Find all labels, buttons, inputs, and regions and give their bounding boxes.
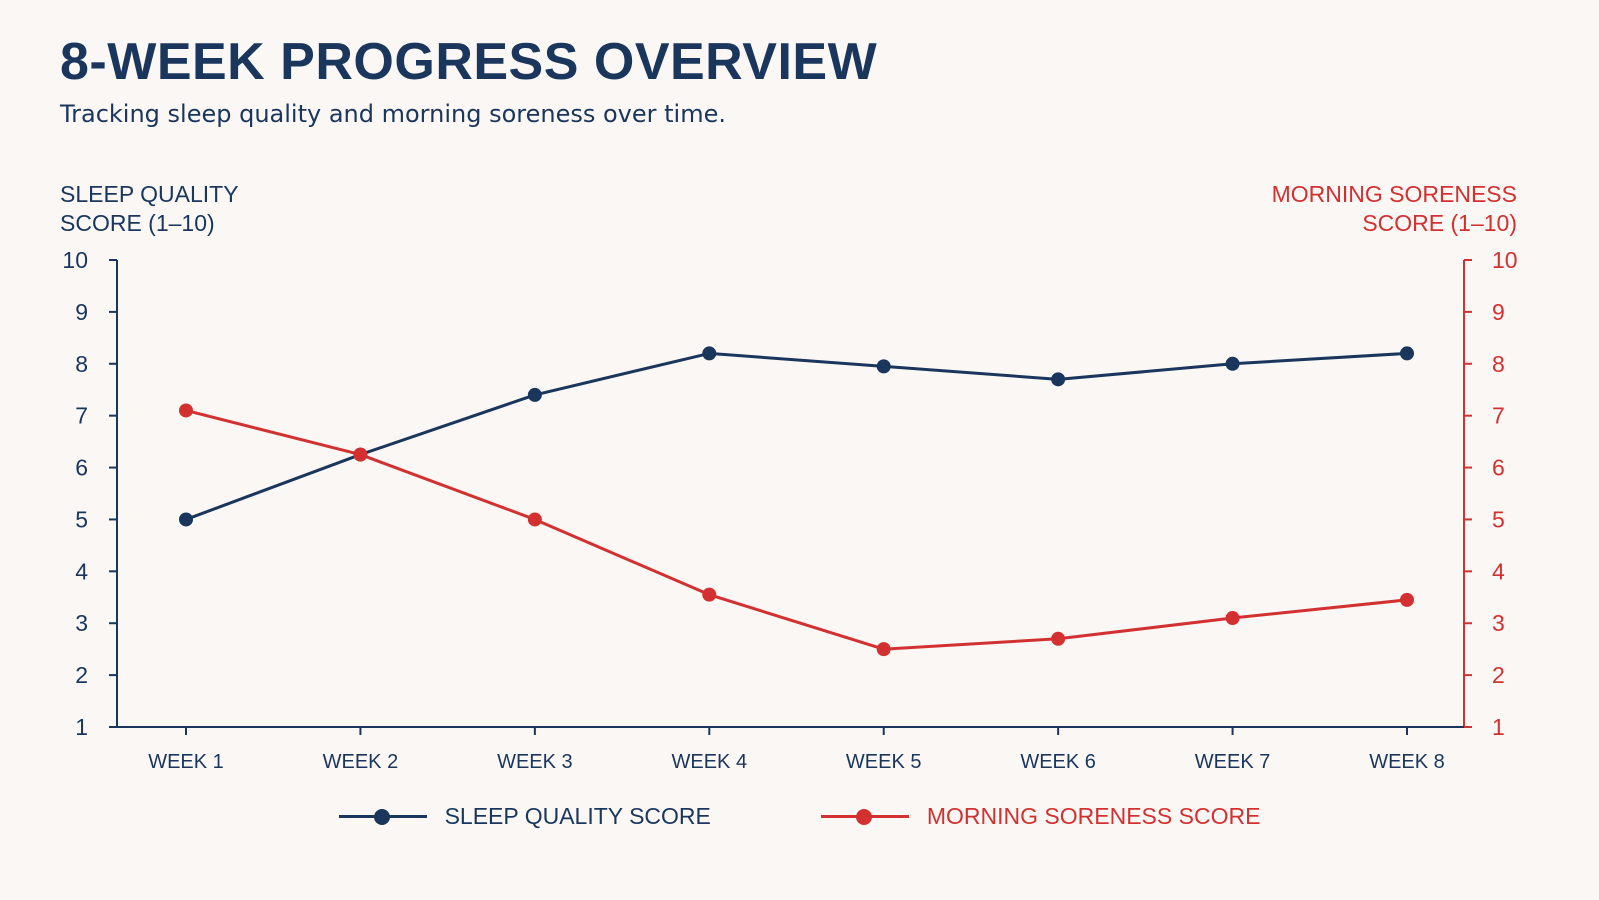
sleep-point-week-3 bbox=[527, 387, 542, 402]
soreness-point-week-1 bbox=[179, 403, 193, 418]
soreness-point-week-6 bbox=[1051, 631, 1066, 646]
left-axis-title-line-1: SLEEP QUALITY bbox=[60, 181, 239, 207]
soreness-series-line bbox=[185, 409, 1408, 651]
left-tick-label-9: 9 bbox=[75, 299, 88, 325]
legend-swatch-soreness bbox=[820, 808, 909, 825]
left-tick-label-6: 6 bbox=[75, 455, 88, 481]
left-tick-label-8: 8 bbox=[75, 351, 88, 377]
soreness-point-week-7 bbox=[1225, 611, 1240, 626]
right-tick-label-9: 9 bbox=[1492, 299, 1505, 325]
legend-label-sleep: SLEEP QUALITY SCORE bbox=[444, 803, 711, 829]
left-axis-title-line-2: SCORE (1–10) bbox=[60, 210, 215, 236]
sleep-point-week-4 bbox=[702, 346, 717, 361]
right-tick-label-5: 5 bbox=[1492, 506, 1505, 532]
soreness-point-week-8 bbox=[1400, 592, 1414, 607]
right-tick-label-4: 4 bbox=[1492, 558, 1505, 584]
x-tick-label-6: WEEK 6 bbox=[1020, 751, 1096, 773]
x-tick-label-3: WEEK 3 bbox=[497, 751, 573, 773]
chart-legend: SLEEP QUALITY SCORE MORNING SORENESS SCO… bbox=[0, 803, 1599, 830]
soreness-point-week-2 bbox=[353, 447, 368, 462]
right-tick-label-8: 8 bbox=[1492, 351, 1505, 377]
left-tick-label-1: 1 bbox=[75, 714, 88, 740]
right-tick-label-10: 10 bbox=[1492, 247, 1518, 273]
right-tick-label-2: 2 bbox=[1492, 662, 1505, 688]
left-tick-label-7: 7 bbox=[75, 403, 88, 429]
right-axis-title-line-2: SCORE (1–10) bbox=[1362, 210, 1517, 236]
left-axis-title: SLEEP QUALITY SCORE (1–10) bbox=[60, 180, 239, 238]
left-tick-label-5: 5 bbox=[75, 506, 88, 532]
left-tick-label-10: 10 bbox=[62, 247, 88, 273]
x-tick-label-2: WEEK 2 bbox=[323, 751, 399, 773]
right-tick-label-3: 3 bbox=[1492, 610, 1505, 636]
x-tick-label-1: WEEK 1 bbox=[148, 751, 224, 773]
legend-item-soreness: MORNING SORENESS SCORE bbox=[820, 803, 1261, 830]
sleep-point-week-1 bbox=[179, 512, 193, 527]
sleep-point-week-5 bbox=[876, 359, 891, 374]
sleep-point-week-8 bbox=[1400, 346, 1414, 361]
x-tick-label-4: WEEK 4 bbox=[671, 751, 747, 773]
x-tick-label-8: WEEK 8 bbox=[1369, 751, 1445, 773]
legend-item-sleep: SLEEP QUALITY SCORE bbox=[338, 803, 711, 830]
right-axis-title: MORNING SORENESS SCORE (1–10) bbox=[1272, 180, 1517, 238]
right-axis-title-line-1: MORNING SORENESS bbox=[1271, 181, 1517, 207]
x-tick-label-7: WEEK 7 bbox=[1195, 751, 1271, 773]
right-tick-label-1: 1 bbox=[1492, 714, 1505, 740]
page-title: 8-WEEK PROGRESS OVERVIEW bbox=[60, 33, 878, 91]
soreness-point-week-4 bbox=[702, 587, 717, 602]
x-tick-label-5: WEEK 5 bbox=[846, 751, 922, 773]
legend-label-soreness: MORNING SORENESS SCORE bbox=[926, 803, 1261, 829]
soreness-point-week-5 bbox=[876, 642, 891, 657]
sleep-point-week-7 bbox=[1225, 356, 1240, 371]
page-subtitle: Tracking sleep quality and morning soren… bbox=[60, 100, 726, 128]
sleep-point-week-6 bbox=[1051, 372, 1066, 387]
sleep-series-line bbox=[185, 351, 1408, 521]
left-tick-label-3: 3 bbox=[75, 610, 88, 636]
right-tick-label-7: 7 bbox=[1492, 403, 1505, 429]
right-tick-label-6: 6 bbox=[1492, 455, 1505, 481]
left-tick-label-2: 2 bbox=[75, 662, 88, 688]
legend-swatch-sleep bbox=[338, 808, 427, 825]
soreness-point-week-3 bbox=[527, 512, 542, 527]
left-tick-label-4: 4 bbox=[75, 558, 88, 584]
